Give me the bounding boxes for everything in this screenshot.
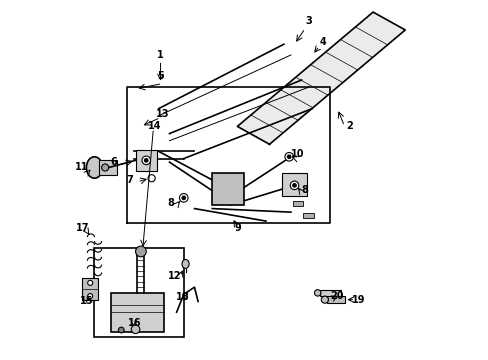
Text: 8: 8 <box>167 198 174 208</box>
Bar <box>110 293 164 332</box>
Text: 19: 19 <box>351 295 365 305</box>
Bar <box>82 278 98 300</box>
Text: 3: 3 <box>305 16 311 26</box>
Text: 10: 10 <box>290 149 304 159</box>
Text: 11: 11 <box>75 162 88 172</box>
Circle shape <box>290 181 298 190</box>
Ellipse shape <box>182 260 189 269</box>
Text: 17: 17 <box>76 223 90 233</box>
Text: 15: 15 <box>80 296 93 306</box>
Bar <box>292 201 303 206</box>
Bar <box>212 173 244 205</box>
Text: 13: 13 <box>155 109 169 119</box>
Text: 6: 6 <box>110 157 117 167</box>
Text: 2: 2 <box>346 121 352 131</box>
Bar <box>99 160 116 175</box>
Circle shape <box>148 175 155 182</box>
Circle shape <box>292 184 296 187</box>
Circle shape <box>87 280 93 285</box>
Circle shape <box>135 246 146 257</box>
Bar <box>282 173 306 196</box>
Bar <box>319 290 340 296</box>
Text: 5: 5 <box>157 71 163 81</box>
Bar <box>303 213 313 219</box>
Circle shape <box>314 290 320 296</box>
Polygon shape <box>237 12 405 144</box>
Bar <box>326 296 344 303</box>
Circle shape <box>182 196 185 200</box>
Circle shape <box>142 156 150 165</box>
Text: 4: 4 <box>319 37 326 48</box>
Text: 16: 16 <box>127 318 141 328</box>
Text: 9: 9 <box>234 223 241 233</box>
Circle shape <box>287 155 290 158</box>
Text: 8: 8 <box>301 185 307 195</box>
Text: 18: 18 <box>176 292 189 302</box>
Bar <box>135 150 157 171</box>
Circle shape <box>285 153 293 161</box>
Circle shape <box>131 325 140 334</box>
Text: 7: 7 <box>126 175 133 185</box>
Text: 1: 1 <box>157 50 163 60</box>
Text: 12: 12 <box>168 271 181 282</box>
Text: 14: 14 <box>147 121 161 131</box>
Circle shape <box>87 294 93 298</box>
Bar <box>94 248 183 337</box>
Ellipse shape <box>86 157 102 178</box>
Circle shape <box>321 296 328 303</box>
Circle shape <box>118 327 124 333</box>
Text: 20: 20 <box>330 291 344 301</box>
Circle shape <box>179 194 188 202</box>
Circle shape <box>144 158 148 162</box>
Circle shape <box>102 164 108 171</box>
